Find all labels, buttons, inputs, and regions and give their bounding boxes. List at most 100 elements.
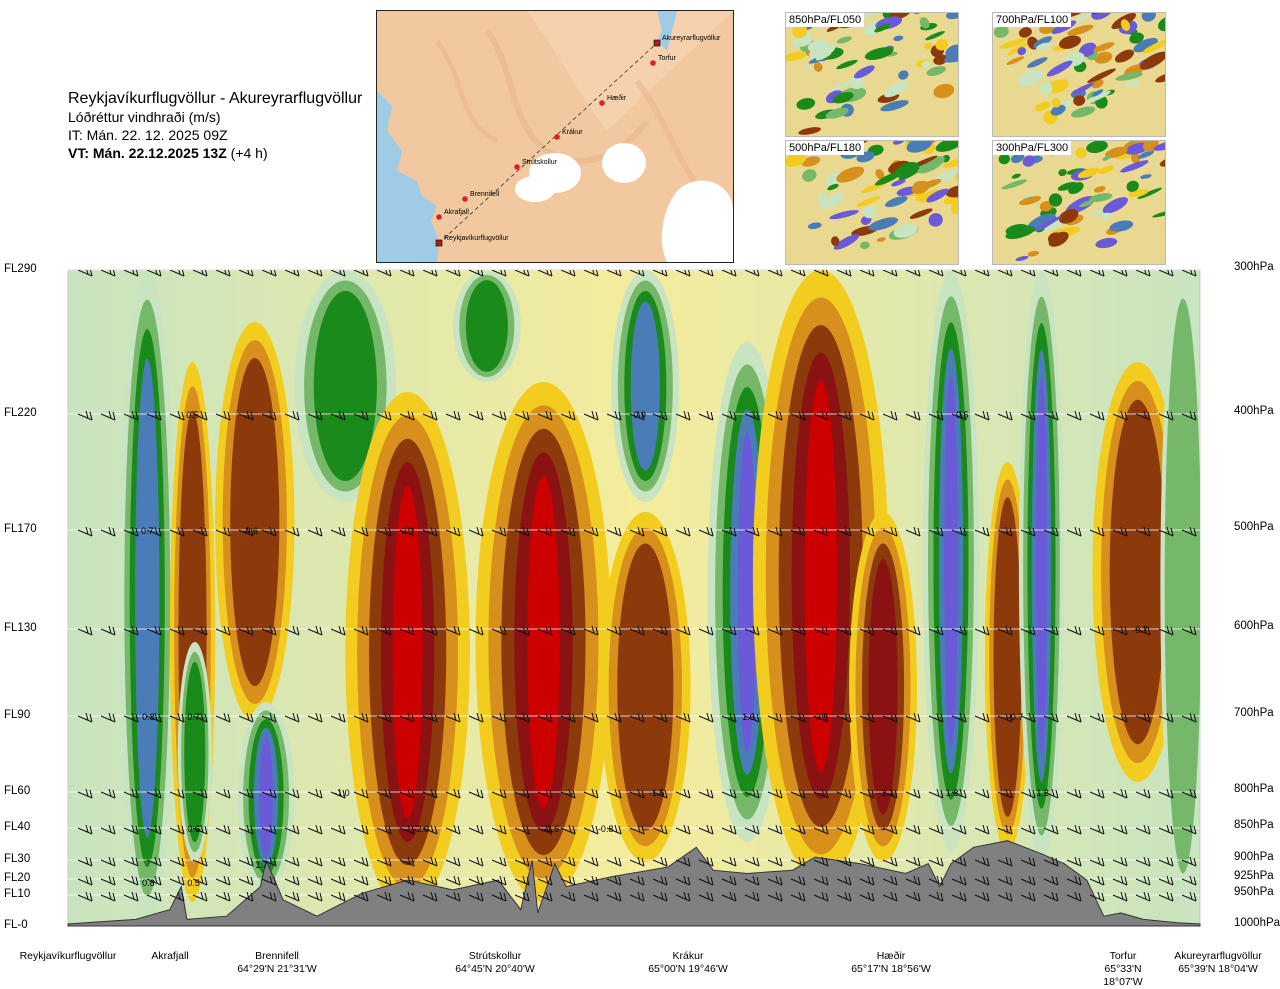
location-label: Akrafjall <box>110 950 230 963</box>
pressure-level-label: 300hPa <box>1234 261 1274 273</box>
velocity-contour <box>314 291 377 481</box>
flight-level-label: FL-0 <box>4 919 28 931</box>
pressure-level-label: 700hPa <box>1234 707 1274 719</box>
pressure-level-label: 600hPa <box>1234 620 1274 632</box>
map-station-label: Reykjavíkurflugvöllur <box>444 235 509 242</box>
flight-level-label: FL30 <box>4 853 30 865</box>
contour-label: -0.6 <box>242 526 258 536</box>
variable-subtitle: Lóðréttur vindhraði (m/s) <box>68 108 362 126</box>
flight-level-label: FL20 <box>4 872 30 884</box>
contour-label: 0.8 <box>142 712 155 722</box>
contour-label: -0.7 <box>1008 712 1024 722</box>
pressure-level-label: 950hPa <box>1234 886 1274 898</box>
location-name: Torfur <box>1088 950 1158 963</box>
contour-label: 1.7 <box>255 860 268 870</box>
pressure-level-label: 900hPa <box>1234 851 1274 863</box>
flight-level-label: FL220 <box>4 407 37 419</box>
map-station-label: Krákur <box>562 129 583 136</box>
velocity-contour <box>994 497 1022 817</box>
flight-level-label: FL170 <box>4 523 37 535</box>
contour-label: -2.3 <box>399 526 415 536</box>
map-station-label: Torfur <box>658 55 677 62</box>
location-name: Strútskollur <box>435 950 555 963</box>
thumbnail-850[interactable]: 850hPa/FL050 <box>785 12 959 137</box>
contour-label: 0.7 <box>141 526 154 536</box>
velocity-contour <box>466 280 508 372</box>
velocity-contour <box>868 559 897 815</box>
velocity-contour <box>135 359 159 838</box>
map-station-label: Hæðir <box>607 94 627 102</box>
contour-label: 0.8 <box>142 878 155 888</box>
velocity-contour <box>944 375 958 747</box>
thumb-300-label: 300hPa/FL300 <box>993 141 1071 155</box>
contour-label: -0.7 <box>1132 625 1148 635</box>
thumb-300-image <box>993 141 1165 264</box>
pressure-level-label: 800hPa <box>1234 783 1274 795</box>
route-title: Reykjavíkurflugvöllur - Akureyrarflugvöl… <box>68 90 362 108</box>
contour-label: 1.2 <box>1036 788 1049 798</box>
contour-label: 1.6 <box>742 712 755 722</box>
location-name: Hæðir <box>831 950 951 963</box>
map-station-label: Brennifell <box>470 191 500 198</box>
contour-label: 1.8 <box>946 788 959 798</box>
thumb-850-label: 850hPa/FL050 <box>786 13 864 27</box>
flight-level-label: FL290 <box>4 263 37 275</box>
contour-label: -1.0 <box>334 788 350 798</box>
contour-label: -1.6 <box>544 824 560 834</box>
thumb-500-label: 500hPa/FL180 <box>786 141 864 155</box>
location-coord: 65°39'N 18°04'W <box>1160 963 1276 976</box>
location-name: Akrafjall <box>110 950 230 963</box>
map-station-label: Akrafjall <box>444 209 469 216</box>
velocity-contour <box>1165 298 1202 873</box>
flight-level-label: FL60 <box>4 785 30 797</box>
flight-level-label: FL130 <box>4 622 37 634</box>
location-name: Krákur <box>628 950 748 963</box>
flight-level-label: FL10 <box>4 888 30 900</box>
contour-label: 0.7 <box>187 712 200 722</box>
thumb-700-image <box>993 13 1165 136</box>
flight-level-label: FL90 <box>4 709 30 721</box>
contour-label: -2.0 <box>413 824 429 834</box>
location-coord: 65°17'N 18°56'W <box>831 963 951 976</box>
location-coord: 65°33'N 18°07'W <box>1088 963 1158 989</box>
lead-time: (+4 h) <box>231 145 268 161</box>
thumb-500-image <box>786 141 958 264</box>
location-coord: 65°00'N 19°46'W <box>628 963 748 976</box>
pressure-level-label: 925hPa <box>1234 870 1274 882</box>
location-name: Brennifell <box>217 950 337 963</box>
velocity-contour <box>1110 400 1166 744</box>
velocity-contour <box>259 736 273 858</box>
location-name: Akureyrarflugvöllur <box>1160 950 1276 963</box>
contour-label: -0.8 <box>598 824 614 834</box>
pressure-level-label: 500hPa <box>1234 521 1274 533</box>
map-station-label: Akureyrarflugvöllur <box>662 35 721 42</box>
velocity-contour <box>527 476 560 809</box>
pressure-level-label: 850hPa <box>1234 819 1274 831</box>
route-map-svg: AkureyrarflugvöllurTorfurHæðirKrákurStrú… <box>377 11 733 262</box>
contour-label: -1.5 <box>649 788 665 798</box>
thumb-850-image <box>786 13 958 136</box>
thumbnail-700[interactable]: 700hPa/FL100 <box>992 12 1166 137</box>
init-time: IT: Mán. 22. 12. 2025 09Z <box>68 126 362 144</box>
contour-label: 0.5 <box>187 878 200 888</box>
contour-label: 0.6 <box>187 824 200 834</box>
velocity-contour <box>184 662 205 842</box>
contour-label: 0.5 <box>186 410 199 420</box>
contour-label: -3.5 <box>813 712 829 722</box>
location-coord: 64°29'N 21°31'W <box>217 963 337 976</box>
velocity-contour <box>1036 377 1047 756</box>
thumbnail-300[interactable]: 300hPa/FL300 <box>992 140 1166 265</box>
valid-time-line: VT: Mán. 22.12.2025 13Z (+4 h) <box>68 144 362 162</box>
contour-label: -2.1 <box>879 788 895 798</box>
chart-title-block: Reykjavíkurflugvöllur - Akureyrarflugvöl… <box>68 90 362 162</box>
flight-level-label: FL40 <box>4 821 30 833</box>
thumbnail-500[interactable]: 500hPa/FL180 <box>785 140 959 265</box>
